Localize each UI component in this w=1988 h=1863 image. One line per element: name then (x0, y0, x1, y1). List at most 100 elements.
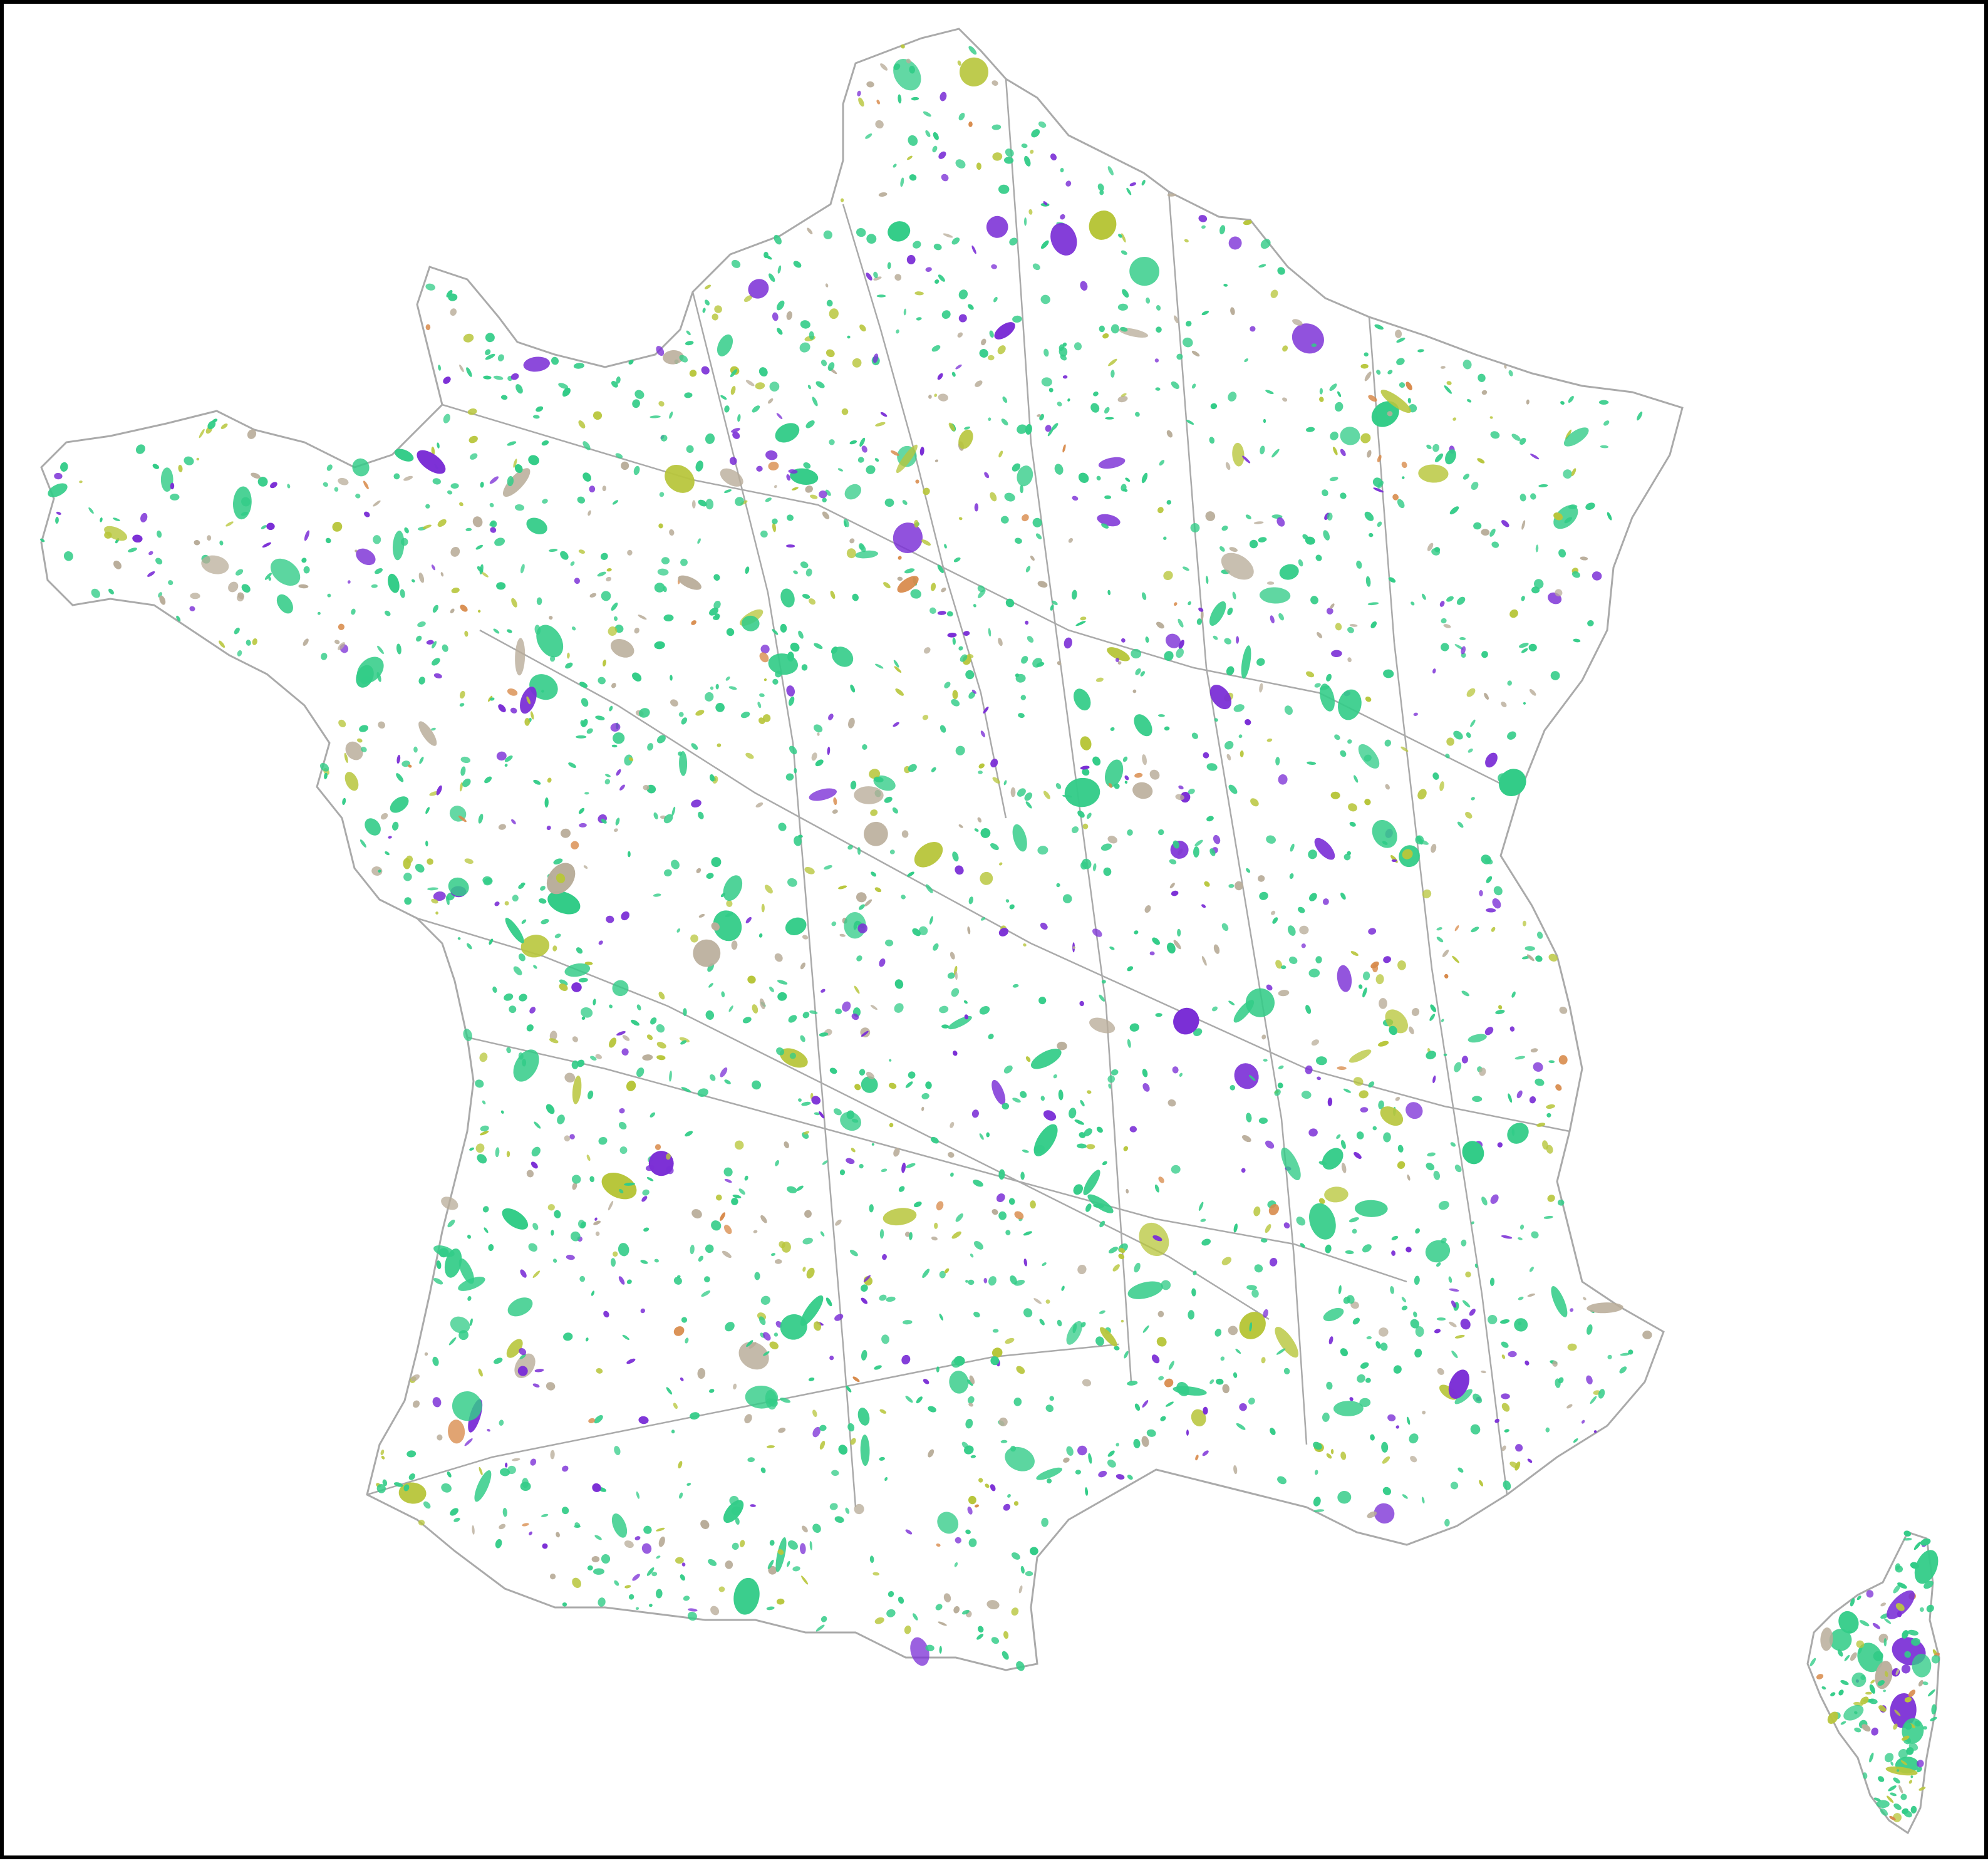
land-cover-patch-purple (786, 544, 795, 548)
land-cover-patch-green (713, 574, 720, 581)
land-cover-patch-yellow-green (772, 522, 777, 532)
land-cover-patch-purple (519, 1348, 527, 1356)
land-cover-patch-green (1145, 636, 1149, 643)
land-cover-patch-green (611, 1513, 628, 1538)
land-cover-patch-orange (1164, 1378, 1174, 1388)
land-cover-patch-green (968, 896, 973, 905)
land-cover-patch-yellow-green (1265, 1224, 1271, 1233)
land-cover-patch-green (1005, 1446, 1035, 1471)
land-cover-patch-yellow-green (547, 1204, 555, 1211)
land-cover-patch-yellow-green (978, 1478, 983, 1483)
land-cover-patch-green (1507, 731, 1516, 740)
land-cover-patch-orange (1372, 964, 1379, 973)
land-cover-patch-green (1914, 1550, 1939, 1584)
land-cover-patch-green (470, 453, 478, 460)
land-cover-patch-green (849, 440, 857, 445)
land-cover-patch-green (955, 745, 965, 755)
land-cover-patch-tan-grey (1117, 661, 1122, 665)
land-cover-patch-green (578, 977, 588, 983)
land-cover-patch-green (1326, 1381, 1333, 1390)
land-cover-patch-green (483, 375, 492, 380)
land-cover-patch-green (933, 132, 939, 140)
land-cover-patch-green (1027, 636, 1034, 643)
land-cover-patch-green (1489, 1277, 1495, 1286)
land-cover-patch-green (800, 1295, 824, 1326)
land-cover-patch-green (713, 910, 742, 942)
land-cover-patch-tan-grey (875, 120, 884, 129)
land-cover-patch-green (1082, 858, 1092, 869)
land-cover-patch-green (1340, 1348, 1349, 1357)
land-cover-patch-green (885, 939, 894, 947)
land-cover-patch-yellow-green (1887, 1795, 1894, 1803)
land-cover-patch-tan-grey (1126, 1188, 1129, 1194)
land-cover-patch-green (1926, 1604, 1934, 1612)
land-cover-patch-green (1078, 472, 1089, 483)
land-cover-patch-tan-grey (759, 998, 765, 1009)
land-cover-patch-green (561, 1507, 569, 1515)
land-cover-patch-yellow-green (1378, 1040, 1389, 1047)
land-cover-patch-yellow-green (1253, 1206, 1261, 1217)
land-cover-patch-green (1084, 1128, 1092, 1136)
land-cover-patch-green (1053, 1074, 1057, 1079)
land-cover-patch-tan-grey (1261, 1034, 1266, 1040)
land-cover-patch-green (1246, 868, 1251, 873)
land-cover-patch-purple (1178, 640, 1184, 649)
land-cover-patch-green (408, 1473, 415, 1480)
france-map[interactable] (4, 4, 1988, 1863)
land-cover-patch-tan-grey (1566, 1404, 1573, 1409)
land-cover-patch-purple (955, 364, 962, 370)
land-cover-patch-green (697, 538, 701, 544)
land-cover-patch-green (774, 234, 782, 245)
land-cover-patch-yellow-green (1100, 1327, 1117, 1347)
land-cover-patch-green (436, 1260, 442, 1269)
land-cover-patch-green (852, 593, 859, 601)
land-cover-patch-yellow-green (978, 763, 985, 769)
land-cover-patch-yellow-green (1119, 1248, 1126, 1253)
land-cover-patch-purple (971, 689, 976, 694)
land-cover-patch-green (418, 677, 426, 685)
land-cover-patch-green (1438, 1200, 1449, 1210)
land-cover-patch-green (1338, 689, 1362, 720)
land-cover-patch-green (636, 1491, 640, 1499)
land-cover-patch-green (417, 621, 426, 628)
land-cover-patch-green (1074, 688, 1091, 711)
land-cover-patch-green (569, 902, 579, 913)
land-cover-patch-green (909, 174, 917, 181)
land-cover-patch-green (1224, 638, 1231, 645)
land-cover-patch-purple (532, 1383, 540, 1388)
land-cover-patch-green (1878, 1776, 1885, 1782)
land-cover-patch-orange (460, 605, 468, 612)
land-cover-patch-green (359, 725, 369, 732)
land-cover-patch-purple (953, 1051, 958, 1056)
land-cover-patch-green (184, 456, 194, 465)
land-cover-patch-green (489, 521, 495, 527)
land-cover-patch-green (860, 1435, 870, 1466)
land-cover-patch-green (1397, 499, 1405, 509)
land-cover-patch-purple (592, 1483, 601, 1492)
land-cover-patch-green (1146, 297, 1151, 304)
land-cover-patch-green (1432, 444, 1440, 452)
land-cover-patch-green (973, 1311, 980, 1318)
land-cover-patch-green (986, 1132, 990, 1138)
land-cover-patch-yellow-green (463, 333, 474, 343)
land-cover-patch-purple (1451, 1300, 1457, 1308)
land-cover-patch-green (854, 550, 879, 559)
land-cover-patch-green (571, 1175, 581, 1184)
land-cover-patch-yellow-green (1397, 1161, 1406, 1170)
land-cover-patch-green (1454, 644, 1464, 650)
land-cover-patch-tan-grey (1580, 556, 1588, 561)
land-cover-patch-green (711, 1220, 722, 1231)
land-cover-patch-purple (879, 958, 886, 967)
land-cover-patch-tan-grey (977, 817, 982, 823)
land-cover-patch-green (1171, 1165, 1181, 1174)
land-cover-patch-green (929, 916, 933, 925)
land-cover-patch-green (321, 653, 328, 660)
land-cover-patch-green (967, 1396, 975, 1404)
land-cover-patch-yellow-green (883, 582, 891, 589)
land-cover-patch-orange (1134, 772, 1143, 778)
land-cover-patch-green (681, 1087, 691, 1092)
land-cover-patch-green (1040, 294, 1050, 304)
land-cover-patch-yellow-green (1028, 209, 1033, 215)
land-cover-patch-orange (363, 480, 369, 489)
land-cover-patch-yellow-green (1509, 609, 1518, 618)
